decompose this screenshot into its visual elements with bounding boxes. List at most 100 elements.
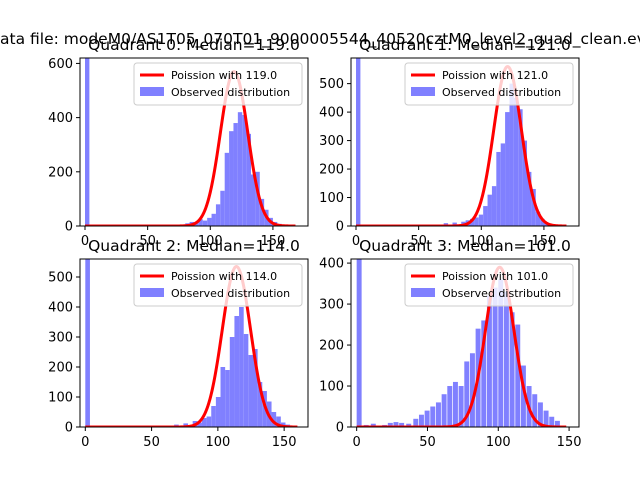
histogram-bar	[211, 213, 216, 226]
histogram-bar	[197, 422, 202, 427]
histogram-bar	[198, 219, 203, 226]
histogram-bar	[487, 194, 492, 226]
histogram-bar	[486, 295, 492, 427]
x-tick-label: 150	[261, 234, 286, 249]
histogram-bar	[540, 218, 545, 226]
histogram-bar	[413, 418, 419, 427]
histogram-bar	[441, 394, 447, 427]
histogram-bar	[206, 416, 212, 427]
plot-area	[355, 259, 568, 427]
histogram-bar	[215, 397, 221, 427]
histogram-bar	[554, 420, 560, 427]
histogram-bar	[515, 324, 521, 427]
plot-area	[355, 58, 568, 226]
legend-box	[133, 62, 303, 106]
y-tick-label: 200	[48, 361, 73, 376]
histogram-bar	[242, 114, 247, 226]
histogram-bar	[522, 140, 528, 226]
histogram-bar	[470, 218, 475, 226]
plot-area	[84, 58, 297, 226]
y-tick-label: 300	[319, 298, 344, 313]
histogram-bar	[452, 222, 457, 226]
axes-frame	[79, 258, 309, 428]
x-tick-label: 0	[81, 435, 89, 450]
subplot-title: Quadrant 1: Median=121.0	[359, 36, 571, 54]
histogram-bar	[85, 58, 90, 226]
histogram-bar	[491, 186, 497, 226]
histogram-bar	[492, 287, 498, 427]
legend-label: Poission with 101.0	[442, 270, 548, 283]
legend: Poission with 121.0 Observed distribution	[404, 62, 574, 106]
axes-frame	[350, 258, 580, 428]
poisson-curve	[84, 265, 299, 427]
y-tick-label: 300	[48, 331, 73, 346]
x-tick-label: 100	[205, 435, 230, 450]
histogram-bar	[356, 58, 361, 226]
x-tick-label: 50	[410, 234, 427, 249]
x-tick-label: 150	[532, 234, 557, 249]
subplot-3: 0 50 100 150 0 100 200 300 400 Quadrant 3: Median…	[319, 237, 581, 450]
histogram-bar	[513, 97, 519, 226]
subplot-grid: 0 50 100 150 0 200 400 600 Quadrant 0: Median=11…	[48, 36, 581, 450]
x-tick-label: 100	[198, 234, 223, 249]
x-tick-label: 150	[272, 435, 297, 450]
legend-box	[404, 263, 574, 307]
histogram-bar	[246, 133, 251, 226]
histogram-bar	[370, 423, 376, 427]
y-tick-label: 200	[319, 163, 344, 178]
histogram-bar	[435, 402, 441, 427]
histogram-bar	[509, 83, 514, 226]
y-tick-label: 100	[319, 191, 344, 206]
legend-label: Poission with 121.0	[442, 69, 548, 82]
x-tick-label: 0	[352, 234, 360, 249]
histogram-bar	[229, 131, 234, 226]
histogram-bar	[248, 355, 253, 427]
y-tick-label: 100	[48, 391, 73, 406]
histogram-bar	[255, 171, 260, 226]
histogram-bar	[518, 109, 523, 226]
histogram-bar	[201, 418, 207, 427]
x-tick-label: 50	[419, 435, 436, 450]
histogram-bar	[430, 406, 436, 427]
histogram-bar	[535, 211, 541, 226]
legend-patch-swatch	[411, 288, 435, 297]
histogram-bar	[469, 353, 475, 427]
legend-patch-swatch	[411, 87, 435, 96]
histogram-bar	[280, 422, 286, 427]
legend-label: Observed distribution	[442, 86, 561, 99]
y-tick-label: 200	[48, 165, 73, 180]
histogram-bar	[211, 406, 216, 427]
histogram-bar	[229, 337, 235, 427]
legend-label: Poission with 119.0	[171, 69, 277, 82]
plot-area	[84, 259, 299, 427]
histogram-bar	[220, 367, 226, 427]
histogram-bar	[224, 152, 230, 226]
histogram-bar	[225, 370, 230, 427]
y-tick-label: 500	[319, 77, 344, 92]
legend: Poission with 114.0 Observed distribution	[133, 263, 303, 307]
histogram-bar	[424, 410, 430, 427]
histogram-bar	[207, 217, 212, 226]
y-tick-label: 200	[319, 339, 344, 354]
y-tick-label: 400	[48, 301, 73, 316]
y-tick-label: 400	[48, 111, 73, 126]
histogram-bar	[252, 349, 258, 427]
legend-label: Poission with 114.0	[171, 270, 277, 283]
subplot-0: 0 50 100 150 0 200 400 600 Quadrant 0: Median=11…	[48, 36, 309, 249]
histogram-bar	[234, 316, 240, 427]
histogram-bar	[474, 217, 479, 226]
histogram-bar	[237, 112, 243, 226]
histogram-bar	[271, 412, 277, 427]
y-tick-label: 0	[336, 421, 344, 436]
histogram-bar	[183, 423, 189, 427]
histogram-bar	[239, 307, 244, 427]
histogram-bar	[215, 204, 221, 226]
histogram-bar	[527, 171, 532, 226]
histogram-bar	[500, 143, 506, 226]
histogram-bar	[276, 416, 281, 427]
histogram-bar	[452, 381, 458, 427]
poisson-curve	[84, 70, 297, 226]
x-tick-label: 50	[143, 435, 160, 450]
histogram-bar	[399, 422, 405, 427]
